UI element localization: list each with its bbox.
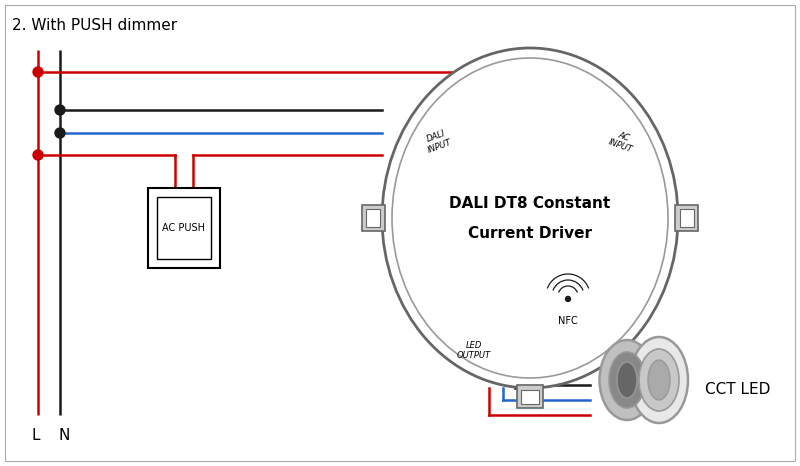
Ellipse shape: [630, 337, 688, 423]
Polygon shape: [366, 209, 380, 227]
Text: L: L: [32, 428, 40, 443]
Circle shape: [55, 105, 65, 115]
Circle shape: [33, 150, 43, 160]
FancyBboxPatch shape: [148, 188, 220, 268]
Ellipse shape: [648, 360, 670, 400]
Text: CCT LED: CCT LED: [705, 383, 770, 397]
Text: AC
INPUT: AC INPUT: [606, 128, 637, 155]
Ellipse shape: [392, 58, 668, 378]
Polygon shape: [362, 205, 385, 231]
Text: NFC: NFC: [558, 316, 578, 326]
Polygon shape: [521, 390, 539, 404]
Text: DALI DT8 Constant: DALI DT8 Constant: [450, 197, 610, 212]
Text: DALI
INPUT: DALI INPUT: [423, 128, 454, 155]
Ellipse shape: [599, 340, 654, 420]
Polygon shape: [680, 209, 694, 227]
Polygon shape: [517, 385, 543, 408]
Text: 2. With PUSH dimmer: 2. With PUSH dimmer: [12, 18, 177, 33]
Text: Current Driver: Current Driver: [468, 226, 592, 241]
Circle shape: [566, 296, 570, 302]
Circle shape: [55, 128, 65, 138]
Text: LED
OUTPUT: LED OUTPUT: [457, 341, 491, 360]
Circle shape: [33, 67, 43, 77]
Ellipse shape: [382, 48, 678, 388]
Polygon shape: [675, 205, 698, 231]
Text: N: N: [58, 428, 70, 443]
Text: AC PUSH: AC PUSH: [162, 223, 206, 233]
Ellipse shape: [617, 362, 637, 398]
Ellipse shape: [639, 349, 679, 411]
Ellipse shape: [609, 352, 645, 408]
FancyBboxPatch shape: [157, 197, 211, 259]
